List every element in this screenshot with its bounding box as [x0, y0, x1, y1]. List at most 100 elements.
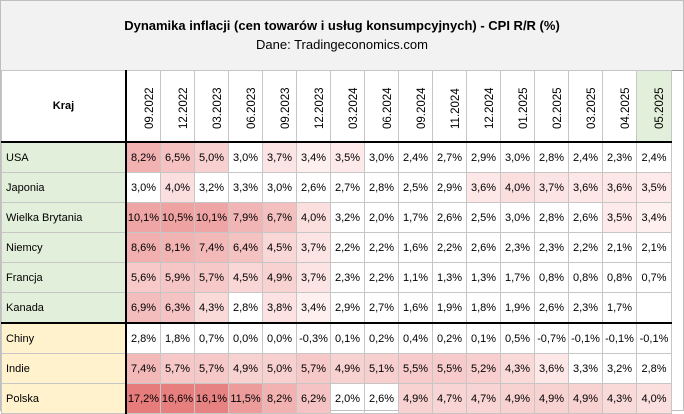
column-header-label: 09.2022 [143, 87, 156, 129]
value-cell: 5,7% [194, 262, 229, 293]
value-cell: 3,0% [125, 172, 161, 203]
column-header-date: 06.2023 [228, 70, 263, 143]
value-cell: 5,5% [398, 353, 433, 384]
value-cell: 5,6% [125, 262, 161, 293]
table-row: Chiny 2,8% 1,8% 0,7% 0,0% 0,0% -0,3% 0,1% 0,2% 0,… [1, 322, 672, 354]
value-cell: 2,6% [568, 202, 603, 233]
table-subtitle: Dane: Tradingeconomics.com [256, 37, 428, 52]
value-cell: 1,9% [432, 292, 467, 324]
column-header-date: 02.2025 [534, 70, 569, 143]
column-header-date: 04.2025 [602, 70, 637, 143]
value-cell: 7,9% [228, 202, 263, 233]
value-cell: 4,0% [160, 172, 195, 203]
column-header-date: 12.2022 [160, 70, 195, 143]
value-cell: 0,8% [568, 262, 603, 293]
country-cell: Indie [1, 353, 127, 384]
value-cell: 4,7% [466, 383, 501, 414]
value-cell: -0,3% [296, 322, 331, 354]
value-cell: 7,4% [125, 353, 161, 384]
value-cell: 3,4% [636, 202, 672, 233]
value-cell: 1,9% [500, 292, 535, 324]
column-header-date: 03.2025 [568, 70, 603, 143]
value-cell: 2,9% [466, 141, 501, 173]
value-cell: -0,1% [568, 322, 603, 354]
value-cell: 0,2% [432, 322, 467, 354]
column-header-label: 03.2023 [211, 87, 224, 129]
value-cell: 4,7% [432, 383, 467, 414]
column-header-label: 05.2025 [654, 87, 666, 129]
column-header-label: 03.2025 [585, 87, 598, 129]
value-cell: 2,2% [432, 232, 467, 263]
value-cell: 2,5% [466, 202, 501, 233]
value-cell: 16,6% [160, 383, 195, 414]
value-cell: 5,7% [194, 353, 229, 384]
table-row: Niemcy 8,6% 8,1% 7,4% 6,4% 4,5% 3,7% 2,2% 2,2% 1,… [1, 232, 672, 263]
value-cell: 3,4% [296, 292, 331, 324]
value-cell: 3,2% [330, 202, 365, 233]
country-cell: Wielka Brytania [1, 202, 127, 233]
column-header-date: 09.2024 [398, 70, 433, 143]
value-cell: 4,9% [228, 353, 263, 384]
value-cell: 6,4% [228, 232, 263, 263]
value-cell: 2,2% [568, 232, 603, 263]
value-cell: 2,0% [364, 202, 399, 233]
value-cell: 3,6% [602, 172, 637, 203]
value-cell: 5,1% [364, 353, 399, 384]
country-cell: Polska [1, 383, 127, 414]
value-cell: 4,9% [534, 383, 569, 414]
value-cell: 4,9% [500, 383, 535, 414]
value-cell: 2,8% [125, 322, 161, 354]
value-cell: 6,5% [160, 141, 195, 173]
country-cell: Francja [1, 262, 127, 293]
value-cell: 2,6% [534, 292, 569, 324]
value-cell: 8,1% [160, 232, 195, 263]
value-cell: 3,2% [194, 172, 229, 203]
column-header-date: 01.2025 [500, 70, 535, 143]
value-cell: 1,7% [602, 292, 637, 324]
table-row: Francja 5,6% 5,9% 5,7% 4,5% 4,9% 3,7% 2,3% 2,2% 1… [1, 262, 672, 293]
value-cell: 1,8% [466, 292, 501, 324]
value-cell: 4,5% [228, 262, 263, 293]
country-cell: Chiny [1, 322, 127, 354]
value-cell: 10,1% [125, 202, 161, 233]
cpi-table: Kraj 09.2022 12.2022 03.2023 06.2023 09.2023… [1, 70, 672, 414]
value-cell: 2,3% [330, 262, 365, 293]
value-cell: 4,0% [500, 172, 535, 203]
value-cell: 4,3% [602, 383, 637, 414]
column-header-date: 12.2024 [466, 70, 501, 143]
column-header-date: 09.2022 [125, 70, 161, 143]
value-cell: 3,7% [296, 232, 331, 263]
value-cell: 8,2% [125, 141, 161, 173]
value-cell: 2,9% [330, 292, 365, 324]
value-cell: 5,2% [466, 353, 501, 384]
value-cell: 5,9% [160, 262, 195, 293]
value-cell: 5,5% [432, 353, 467, 384]
value-cell: 2,2% [364, 232, 399, 263]
value-cell: 2,6% [466, 232, 501, 263]
value-cell: 4,3% [500, 353, 535, 384]
value-cell: 0,7% [636, 262, 672, 293]
value-cell: 4,9% [398, 383, 433, 414]
value-cell: 3,2% [602, 353, 637, 384]
value-cell: 4,5% [262, 232, 297, 263]
value-cell: 6,2% [296, 383, 331, 414]
value-cell: 16,1% [194, 383, 229, 414]
value-cell: 1,3% [432, 262, 467, 293]
value-cell: 5,7% [160, 353, 195, 384]
value-cell: 3,0% [364, 141, 399, 173]
value-cell: 17,2% [125, 383, 161, 414]
table-title: Dynamika inflacji (cen towarów i usług k… [124, 18, 560, 33]
value-cell: 2,8% [534, 202, 569, 233]
value-cell: 4,0% [296, 202, 331, 233]
value-cell: 2,6% [364, 383, 399, 414]
value-cell: 2,6% [296, 172, 331, 203]
title-box: Dynamika inflacji (cen towarów i usług k… [1, 1, 683, 71]
value-cell: 2,1% [602, 232, 637, 263]
value-cell: 3,0% [500, 141, 535, 173]
value-cell: 0,2% [364, 322, 399, 354]
value-cell: -0,7% [534, 322, 569, 354]
value-cell: 2,6% [432, 202, 467, 233]
column-header-date: 03.2023 [194, 70, 229, 143]
value-cell: 8,6% [125, 232, 161, 263]
